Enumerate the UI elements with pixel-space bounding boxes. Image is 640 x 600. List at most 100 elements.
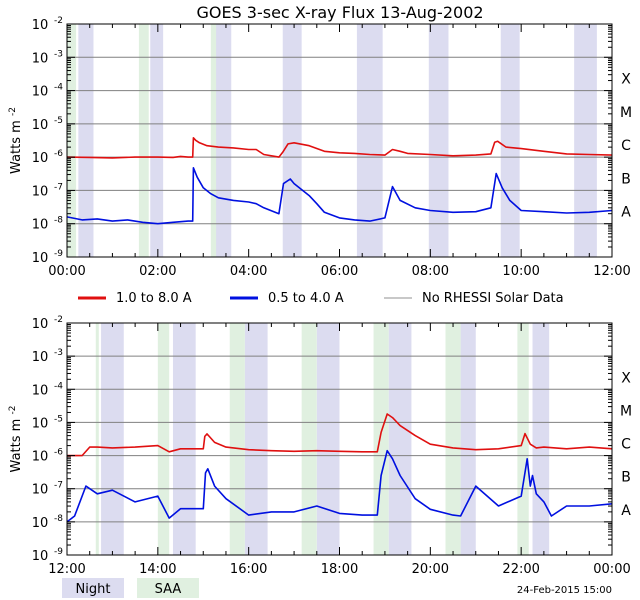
band-legend: Night SAA	[62, 578, 199, 598]
y-tick-label: 10	[32, 350, 49, 365]
y-axis-label: Watts m -2	[8, 406, 24, 473]
y-tick-label: 10	[32, 51, 49, 66]
x-tick-label: 12:00	[48, 562, 85, 577]
x-tick-label: 06:00	[321, 264, 358, 279]
night-band	[460, 323, 476, 555]
y-tick-exponent: -6	[54, 149, 63, 159]
y-tick-label: 10	[32, 549, 49, 564]
chart-panel-bottom: 10 -9 10 -8 10 -7 10 -6 10 -5 10 -4 10 -3 10 -2 12:00 14:…	[8, 315, 632, 577]
x-tick-label: 18:00	[321, 562, 358, 577]
x-tick-label: 12:00	[593, 264, 630, 279]
saa-band	[95, 323, 99, 555]
night-band	[172, 323, 196, 555]
night-band	[244, 323, 268, 555]
series-legend: 1.0 to 8.0 A 0.5 to 4.0 A No RHESSI Solar …	[78, 291, 564, 306]
y-tick-exponent: -4	[54, 381, 63, 391]
flare-class-label: C	[621, 138, 631, 154]
y-tick-label: 10	[32, 18, 49, 33]
y-tick-exponent: -7	[54, 182, 63, 192]
flare-class-label: B	[621, 470, 631, 486]
y-tick-exponent: -8	[54, 216, 63, 226]
legend-band-label: SAA	[155, 582, 182, 597]
flare-class-label: A	[621, 205, 631, 221]
y-axis-label: Watts m -2	[8, 107, 24, 174]
night-band	[388, 323, 412, 555]
y-tick-label: 10	[32, 251, 49, 266]
flare-class-label: B	[621, 171, 631, 187]
saa-band	[67, 24, 77, 257]
night-band	[214, 24, 232, 257]
x-tick-label: 02:00	[139, 264, 176, 279]
y-tick-exponent: -7	[54, 481, 63, 491]
y-tick-exponent: -9	[54, 249, 63, 259]
series-line-short	[66, 167, 613, 225]
y-tick-exponent: -2	[54, 16, 63, 26]
night-band	[282, 24, 302, 257]
x-tick-label: 22:00	[502, 562, 539, 577]
y-tick-label: 10	[32, 317, 49, 332]
y-tick-label: 10	[32, 218, 49, 233]
y-tick-label: 10	[32, 516, 49, 531]
flare-class-label: A	[621, 503, 631, 519]
y-tick-exponent: -8	[54, 514, 63, 524]
saa-band	[229, 323, 245, 555]
x-tick-label: 08:00	[412, 264, 449, 279]
saa-band	[445, 323, 461, 555]
series-line-long	[66, 137, 613, 159]
y-tick-label: 10	[32, 184, 49, 199]
y-tick-exponent: -5	[54, 116, 63, 126]
saa-band	[210, 24, 217, 257]
y-tick-exponent: -9	[54, 547, 63, 557]
series-line-long	[67, 413, 613, 457]
x-tick-label: 00:00	[48, 264, 85, 279]
saa-band	[373, 323, 389, 555]
y-tick-exponent: -6	[54, 448, 63, 458]
night-band	[356, 24, 383, 257]
x-tick-label: 14:00	[139, 562, 176, 577]
y-tick-label: 10	[32, 85, 49, 100]
saa-band	[138, 24, 149, 257]
timestamp: 24-Feb-2015 15:00	[517, 585, 612, 596]
saa-band	[157, 323, 170, 555]
night-band	[500, 24, 520, 257]
night-band	[428, 24, 449, 257]
y-tick-exponent: -3	[54, 49, 63, 59]
flare-class-label: C	[621, 437, 631, 453]
x-tick-label: 00:00	[593, 562, 630, 577]
flare-class-label: M	[620, 403, 632, 419]
night-band	[78, 24, 94, 257]
flare-class-label: X	[621, 370, 631, 386]
legend-label: 0.5 to 4.0 A	[268, 291, 344, 306]
night-band	[150, 24, 164, 257]
y-tick-label: 10	[32, 450, 49, 465]
x-tick-label: 16:00	[230, 562, 267, 577]
y-tick-label: 10	[32, 483, 49, 498]
night-band	[101, 323, 124, 555]
y-tick-label: 10	[32, 416, 49, 431]
flare-class-label: M	[620, 105, 632, 121]
saa-band	[301, 323, 317, 555]
figure-title: GOES 3-sec X-ray Flux 13-Aug-2002	[196, 3, 483, 22]
legend-band-label: Night	[76, 582, 111, 597]
chart-panel-top: 10 -9 10 -8 10 -7 10 -6 10 -5 10 -4 10 -3 10 -2 00:00 02:…	[8, 16, 632, 279]
y-tick-label: 10	[32, 118, 49, 133]
night-band	[574, 24, 597, 257]
legend-label: No RHESSI Solar Data	[422, 291, 564, 306]
legend-label: 1.0 to 8.0 A	[116, 291, 192, 306]
y-tick-label: 10	[32, 151, 49, 166]
y-tick-exponent: -5	[54, 414, 63, 424]
y-tick-label: 10	[32, 383, 49, 398]
x-tick-label: 10:00	[502, 264, 539, 279]
x-tick-label: 20:00	[412, 562, 449, 577]
series-line-short	[66, 449, 613, 523]
y-tick-exponent: -2	[54, 315, 63, 325]
y-axis-label-exponent: -2	[8, 107, 18, 116]
y-axis-label-exponent: -2	[8, 406, 18, 415]
legend-band-swatch	[137, 578, 199, 598]
y-tick-exponent: -4	[54, 83, 63, 93]
x-tick-label: 04:00	[230, 264, 267, 279]
night-band	[316, 323, 340, 555]
legend-band-swatch	[62, 578, 124, 598]
night-band	[532, 323, 550, 555]
